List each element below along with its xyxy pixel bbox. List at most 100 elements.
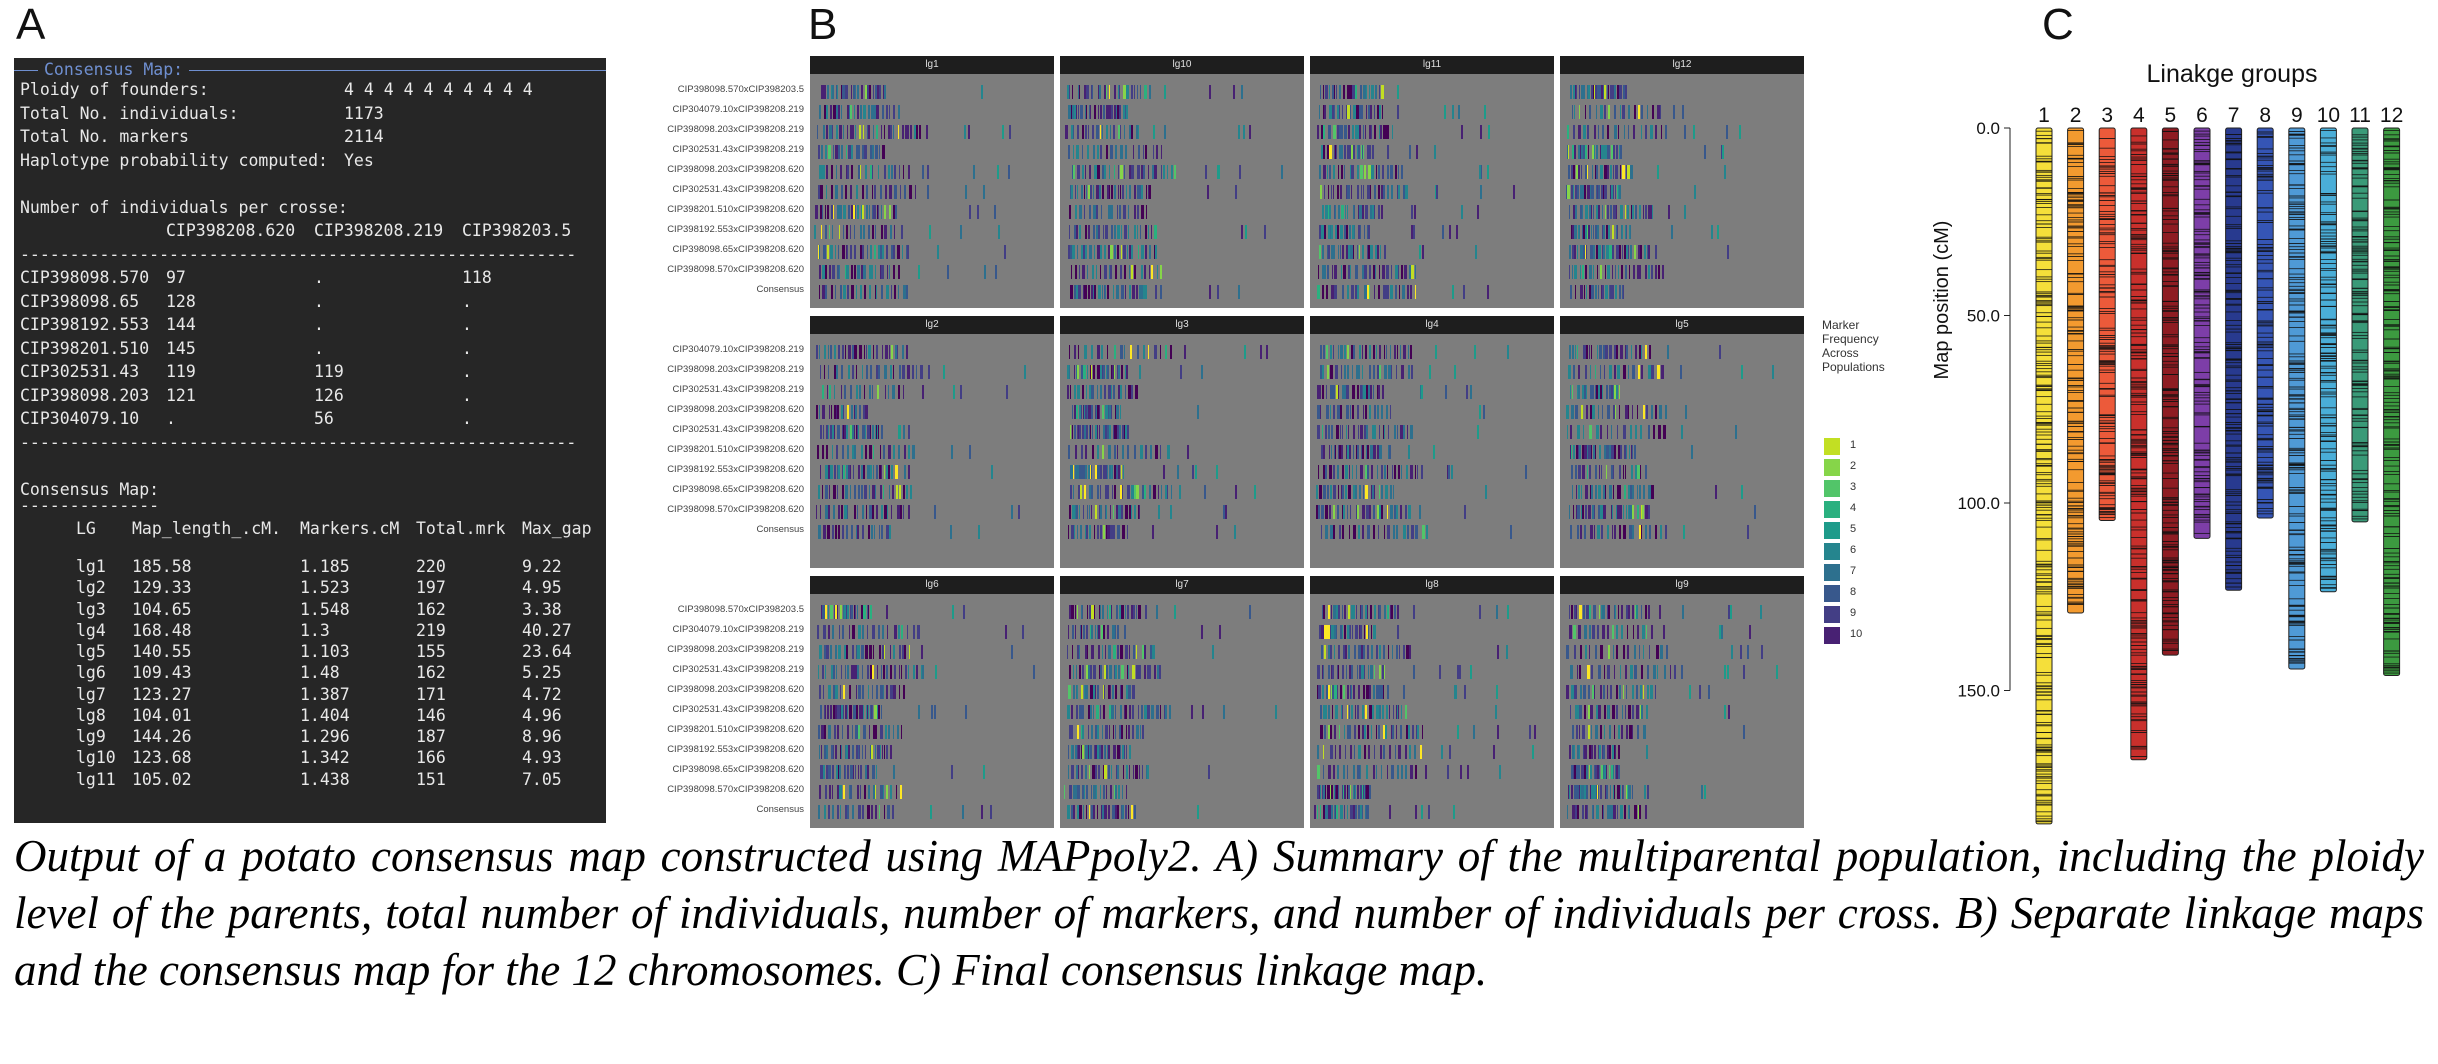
marker-tick	[888, 345, 890, 359]
marker-tick	[1360, 165, 1363, 179]
marker-tick	[1399, 725, 1402, 739]
marker-tick	[1332, 405, 1335, 419]
marker-tick	[1357, 805, 1361, 819]
marker-tick	[1582, 605, 1585, 619]
marker-tick	[1643, 485, 1645, 499]
marker-tick	[847, 205, 851, 219]
marker-tick	[1099, 485, 1101, 499]
marker-tick	[1092, 125, 1094, 139]
marker-tick	[1090, 785, 1093, 799]
marker-tick	[1078, 645, 1081, 659]
marker-tick	[1593, 605, 1596, 619]
marker-tick	[1593, 205, 1595, 219]
marker-tick	[1122, 445, 1124, 459]
facet-strip-label: lg3	[1060, 316, 1304, 334]
marker-tick	[1580, 525, 1583, 539]
marker-tick	[848, 365, 850, 379]
marker-tick	[855, 385, 858, 399]
marker-tick	[1122, 185, 1124, 199]
population-row-label: Consensus	[756, 524, 804, 535]
marker-tick	[1326, 365, 1329, 379]
marker-tick	[1078, 285, 1081, 299]
marker-tick	[1414, 805, 1417, 819]
marker-tick	[874, 225, 877, 239]
marker-tick	[1637, 365, 1640, 379]
marker-tick	[1314, 805, 1317, 819]
marker-tick	[1320, 365, 1323, 379]
map-cell: lg5	[76, 642, 106, 662]
marker-tick	[1335, 425, 1339, 439]
marker-tick	[1617, 745, 1621, 759]
marker-tick	[882, 85, 884, 99]
marker-tick	[1362, 485, 1365, 499]
marker-tick	[1356, 265, 1359, 279]
marker-tick	[921, 645, 924, 659]
map-cell: 7.05	[522, 769, 562, 789]
marker-tick	[899, 785, 902, 799]
marker-tick	[1648, 425, 1650, 439]
marker-tick	[1161, 485, 1163, 499]
marker-tick	[1384, 725, 1387, 739]
marker-tick	[1098, 185, 1102, 199]
marker-tick	[1064, 785, 1066, 799]
marker-tick	[821, 205, 824, 219]
marker-tick	[1366, 725, 1370, 739]
marker-tick	[1355, 85, 1357, 99]
marker-tick	[1115, 625, 1117, 639]
marker-tick	[1646, 245, 1649, 259]
marker-tick	[1329, 105, 1332, 119]
marker-tick	[968, 125, 971, 139]
map-cell: 162	[416, 599, 446, 619]
marker-tick	[1358, 745, 1362, 759]
marker-tick	[1094, 165, 1097, 179]
marker-tick	[1441, 225, 1444, 239]
marker-tick	[1571, 405, 1574, 419]
marker-tick	[1338, 245, 1340, 259]
marker-tick	[833, 685, 836, 699]
marker-tick	[1080, 245, 1083, 259]
marker-tick	[817, 665, 820, 679]
marker-tick	[1609, 745, 1612, 759]
marker-tick	[1366, 385, 1369, 399]
marker-tick	[1113, 745, 1116, 759]
marker-tick	[1358, 365, 1360, 379]
marker-tick	[1619, 85, 1622, 99]
marker-tick	[1094, 605, 1096, 619]
marker-tick	[854, 445, 857, 459]
marker-tick	[1071, 265, 1073, 279]
marker-tick	[1367, 225, 1371, 239]
marker-tick	[1101, 285, 1103, 299]
marker-tick	[1201, 365, 1204, 379]
marker-tick	[1067, 685, 1071, 699]
marker-tick	[1524, 465, 1527, 479]
legend-title: Marker Frequency Across Populations	[1822, 318, 1885, 374]
marker-tick	[1326, 245, 1328, 259]
marker-tick	[836, 485, 839, 499]
marker-tick	[1352, 685, 1355, 699]
linkage-group-bar	[2130, 127, 2148, 761]
marker-tick	[1144, 645, 1146, 659]
marker-tick	[1463, 505, 1466, 519]
linkage-group-bar	[2256, 127, 2274, 519]
marker-tick	[1329, 405, 1332, 419]
marker-tick	[1111, 225, 1113, 239]
marker-tick	[1194, 465, 1197, 479]
marker-tick	[1592, 505, 1595, 519]
marker-tick	[1620, 445, 1622, 459]
marker-tick	[850, 205, 853, 219]
marker-tick	[1338, 205, 1340, 219]
marker-tick	[1585, 285, 1588, 299]
marker-tick	[972, 165, 975, 179]
marker-tick	[1340, 365, 1343, 379]
marker-tick	[1120, 285, 1124, 299]
marker-tick	[1645, 465, 1647, 479]
marker-tick	[835, 125, 839, 139]
marker-tick	[1623, 805, 1627, 819]
marker-tick	[1635, 605, 1638, 619]
marker-tick	[1349, 465, 1351, 479]
marker-tick	[1118, 125, 1121, 139]
marker-tick	[1339, 405, 1342, 419]
marker-tick	[1071, 425, 1074, 439]
marker-tick	[1078, 85, 1080, 99]
marker-tick	[1605, 345, 1609, 359]
